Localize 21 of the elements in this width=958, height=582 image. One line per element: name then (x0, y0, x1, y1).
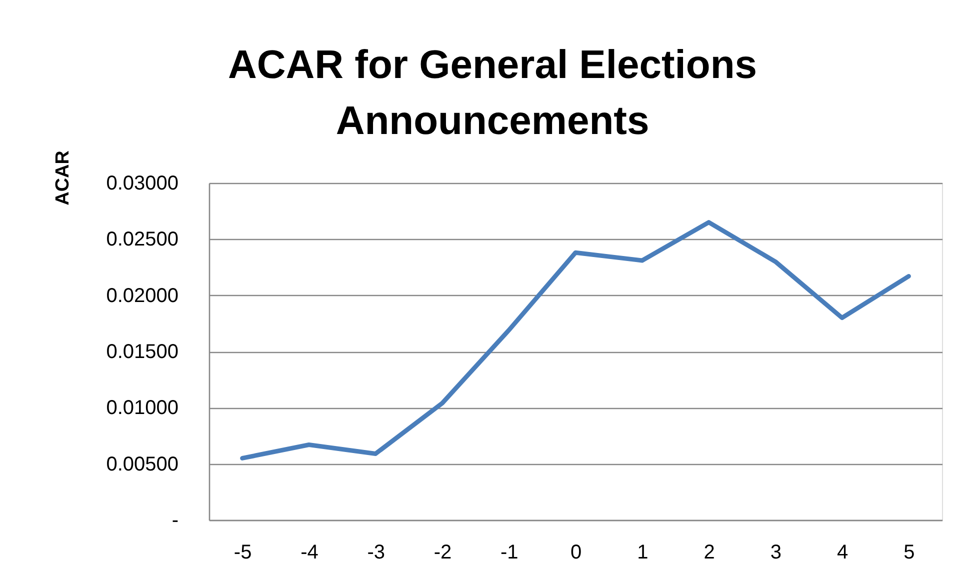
x-tick-label: 4 (836, 542, 848, 564)
line-series (240, 220, 911, 460)
x-tick-label: -3 (367, 542, 385, 564)
x-tick-label: 0 (570, 542, 582, 564)
y-tick-label: 0.01000 (106, 397, 178, 420)
x-tick-label: 5 (904, 542, 915, 564)
x-tick-label: 2 (704, 542, 715, 564)
x-tick-label: -4 (300, 542, 318, 564)
x-tick-label: -1 (500, 542, 518, 564)
x-tick-label: 3 (770, 542, 782, 564)
y-tick-label: 0.03000 (106, 172, 178, 194)
x-tick-label: 1 (637, 542, 648, 564)
x-tick-label: -5 (234, 542, 252, 564)
y-tick-label: 0.00500 (106, 453, 178, 476)
y-tick-label: - (172, 510, 178, 532)
y-tick-label: 0.02500 (106, 228, 178, 251)
chart-title: ACAR for General Elections Announcements (228, 43, 758, 143)
y-tick-label: 0.02000 (106, 284, 178, 307)
y-tick-label: 0.01500 (106, 341, 178, 363)
y-axis-title: ACAR (52, 150, 74, 206)
x-tick-label: -2 (434, 542, 452, 564)
